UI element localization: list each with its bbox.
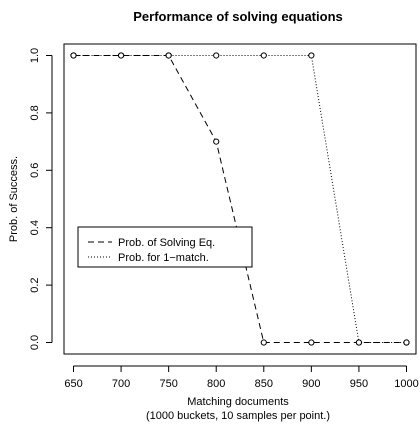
data-point	[165, 52, 172, 59]
x-axis: 650 700 750 800 850 900 950 1000	[64, 365, 419, 390]
y-axis-label: Prob. of Success.	[8, 156, 20, 242]
y-tick-label: 0.0	[29, 335, 41, 350]
data-point	[260, 339, 267, 346]
x-axis-label: Matching documents	[187, 396, 289, 408]
chart-title: Performance of solving equations	[133, 9, 343, 24]
x-tick-label: 900	[302, 378, 320, 390]
y-axis: 0.0 0.2 0.4 0.6 0.8 1.0	[29, 48, 53, 350]
x-tick-label: 750	[159, 378, 177, 390]
y-tick-label: 0.6	[29, 163, 41, 178]
x-tick-label: 800	[207, 378, 225, 390]
x-tick-label: 1000	[394, 378, 418, 390]
legend-box	[77, 226, 253, 268]
x-axis-sublabel: (1000 buckets, 10 samples per point.)	[146, 410, 330, 422]
data-point	[117, 52, 125, 59]
y-tick-label: 1.0	[29, 48, 41, 63]
y-tick-label: 0.2	[29, 277, 41, 292]
x-tick-label: 950	[350, 378, 368, 390]
data-point	[70, 52, 77, 59]
legend: Prob. of Solving Eq. Prob. for 1−match.	[77, 226, 253, 268]
data-point	[355, 339, 363, 346]
plot-frame	[63, 43, 417, 355]
series-line-0	[73, 54, 407, 344]
x-tick-label: 700	[112, 378, 130, 390]
series-layer	[70, 52, 410, 346]
y-tick-label: 0.4	[29, 220, 41, 235]
data-point	[308, 339, 315, 346]
data-point	[308, 52, 315, 59]
data-point	[213, 52, 220, 59]
data-point	[213, 138, 220, 145]
legend-label-one-match: Prob. for 1−match.	[118, 252, 209, 264]
legend-label-solving: Prob. of Solving Eq.	[118, 237, 215, 249]
data-point	[403, 339, 410, 346]
x-tick-label: 850	[255, 378, 273, 390]
series-line-1	[73, 54, 407, 344]
x-tick-label: 650	[64, 378, 82, 390]
y-tick-label: 0.8	[29, 105, 41, 120]
data-point	[260, 52, 267, 59]
